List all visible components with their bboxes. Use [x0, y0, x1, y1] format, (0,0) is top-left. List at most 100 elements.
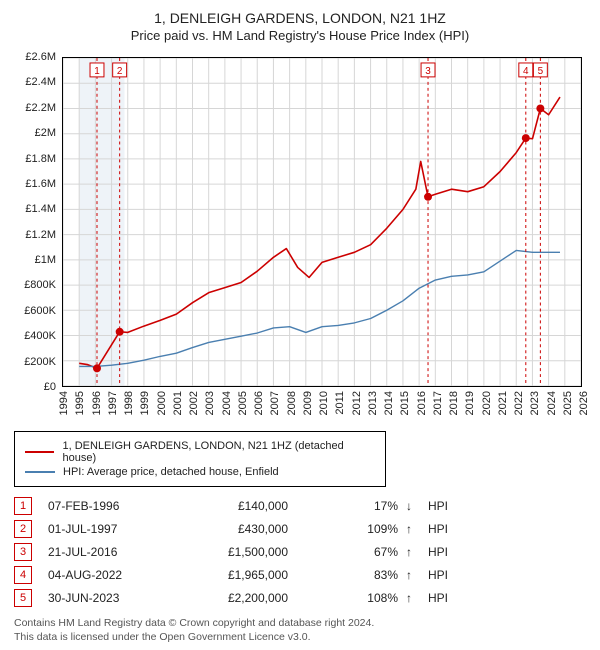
legend-swatch: [25, 471, 55, 473]
sales-row: 201-JUL-1997£430,000109%↑HPI: [14, 520, 586, 538]
sale-marker-badge: 4: [14, 566, 32, 584]
x-tick-label: 2017: [432, 391, 444, 415]
x-tick-label: 2014: [383, 391, 395, 415]
y-tick-label: £2M: [35, 127, 56, 139]
x-tick-label: 2023: [529, 391, 541, 415]
sale-price: £430,000: [178, 522, 318, 536]
x-tick-label: 2000: [156, 391, 168, 415]
x-tick-label: 2025: [562, 391, 574, 415]
sale-price: £1,500,000: [178, 545, 318, 559]
sale-price: £1,965,000: [178, 568, 318, 582]
svg-text:4: 4: [523, 66, 529, 77]
sale-pct: 67%: [318, 545, 406, 559]
y-tick-label: £600K: [24, 305, 56, 317]
x-tick-label: 2018: [448, 391, 460, 415]
sale-date: 04-AUG-2022: [48, 568, 178, 582]
sale-suffix: HPI: [428, 522, 448, 536]
y-tick-label: £1.8M: [25, 153, 56, 165]
x-tick-label: 2007: [269, 391, 281, 415]
legend-label: HPI: Average price, detached house, Enfi…: [63, 466, 279, 478]
page-subtitle: Price paid vs. HM Land Registry's House …: [14, 28, 586, 43]
sale-pct: 83%: [318, 568, 406, 582]
x-tick-label: 2006: [253, 391, 265, 415]
sale-price: £2,200,000: [178, 591, 318, 605]
y-tick-label: £2.6M: [25, 51, 56, 63]
svg-text:3: 3: [425, 66, 431, 77]
y-tick-label: £1.4M: [25, 203, 56, 215]
x-tick-label: 1996: [91, 391, 103, 415]
x-tick-label: 2019: [464, 391, 476, 415]
sales-row: 1 07-FEB-1996£140,00017%↓ HPI: [14, 497, 586, 515]
legend-swatch: [25, 451, 54, 453]
x-tick-label: 2016: [416, 391, 428, 415]
footnote-line-1: Contains HM Land Registry data © Crown c…: [14, 617, 586, 631]
arrow-icon: ↑: [406, 568, 422, 582]
x-tick-label: 2005: [237, 391, 249, 415]
sale-marker-badge: 3: [14, 543, 32, 561]
arrow-icon: ↑: [406, 522, 422, 536]
y-tick-label: £1.6M: [25, 178, 56, 190]
sale-date: 30-JUN-2023: [48, 591, 178, 605]
x-tick-label: 2021: [497, 391, 509, 415]
legend-label: 1, DENLEIGH GARDENS, LONDON, N21 1HZ (de…: [62, 440, 375, 464]
chart-svg: 1 2 3 45: [63, 58, 581, 386]
x-tick-label: 2004: [221, 391, 233, 415]
y-tick-label: £0: [44, 381, 56, 393]
sale-suffix: HPI: [428, 499, 448, 513]
legend-item: HPI: Average price, detached house, Enfi…: [25, 466, 375, 478]
sale-marker-badge: 1: [14, 497, 32, 515]
y-tick-label: £2.2M: [25, 102, 56, 114]
plot-area: 1 2 3 45: [62, 57, 582, 387]
x-tick-label: 2020: [481, 391, 493, 415]
sale-pct: 109%: [318, 522, 406, 536]
sales-row: 530-JUN-2023£2,200,000108%↑HPI: [14, 589, 586, 607]
x-tick-label: 2010: [318, 391, 330, 415]
arrow-icon: ↓: [406, 499, 422, 513]
x-tick-label: 2024: [546, 391, 558, 415]
x-tick-label: 2001: [172, 391, 184, 415]
sale-date: 21-JUL-2016: [48, 545, 178, 559]
x-tick-label: 1998: [123, 391, 135, 415]
svg-text:5: 5: [538, 66, 544, 77]
sale-marker-badge: 5: [14, 589, 32, 607]
y-tick-label: £1M: [35, 254, 56, 266]
x-tick-label: 2026: [578, 391, 590, 415]
sale-suffix: HPI: [428, 568, 448, 582]
x-tick-label: 2013: [367, 391, 379, 415]
svg-text:1: 1: [94, 66, 100, 77]
sale-pct: 17%: [318, 499, 406, 513]
x-tick-label: 1999: [139, 391, 151, 415]
footnote: Contains HM Land Registry data © Crown c…: [14, 617, 586, 644]
arrow-icon: ↑: [406, 545, 422, 559]
page-title: 1, DENLEIGH GARDENS, LONDON, N21 1HZ: [14, 10, 586, 26]
sale-suffix: HPI: [428, 545, 448, 559]
x-axis-labels: 1994199519961997199819992000200120022003…: [62, 391, 582, 431]
sales-row: 3 21-JUL-2016£1,500,00067%↑ HPI: [14, 543, 586, 561]
x-tick-label: 2011: [334, 391, 346, 415]
footnote-line-2: This data is licensed under the Open Gov…: [14, 631, 586, 645]
x-tick-label: 2015: [399, 391, 411, 415]
legend: 1, DENLEIGH GARDENS, LONDON, N21 1HZ (de…: [14, 431, 386, 487]
x-tick-label: 2009: [302, 391, 314, 415]
sales-row: 4 04-AUG-2022£1,965,00083%↑ HPI: [14, 566, 586, 584]
y-tick-label: £400K: [24, 330, 56, 342]
legend-item: 1, DENLEIGH GARDENS, LONDON, N21 1HZ (de…: [25, 440, 375, 464]
sale-marker-badge: 2: [14, 520, 32, 538]
chart: £0£200K£400K£600K£800K£1M£1.2M£1.4M£1.6M…: [14, 51, 586, 431]
x-tick-label: 2022: [513, 391, 525, 415]
y-tick-label: £2.4M: [25, 76, 56, 88]
x-tick-label: 1995: [74, 391, 86, 415]
sale-date: 07-FEB-1996: [48, 499, 178, 513]
page: 1, DENLEIGH GARDENS, LONDON, N21 1HZ Pri…: [0, 0, 600, 650]
svg-text:2: 2: [117, 66, 123, 77]
x-tick-label: 2008: [286, 391, 298, 415]
sale-price: £140,000: [178, 499, 318, 513]
y-axis-labels: £0£200K£400K£600K£800K£1M£1.2M£1.4M£1.6M…: [14, 57, 58, 387]
x-tick-label: 1994: [58, 391, 70, 415]
x-tick-label: 2012: [351, 391, 363, 415]
sale-suffix: HPI: [428, 591, 448, 605]
x-tick-label: 2003: [204, 391, 216, 415]
x-tick-label: 2002: [188, 391, 200, 415]
y-tick-label: £1.2M: [25, 229, 56, 241]
y-tick-label: £200K: [24, 356, 56, 368]
